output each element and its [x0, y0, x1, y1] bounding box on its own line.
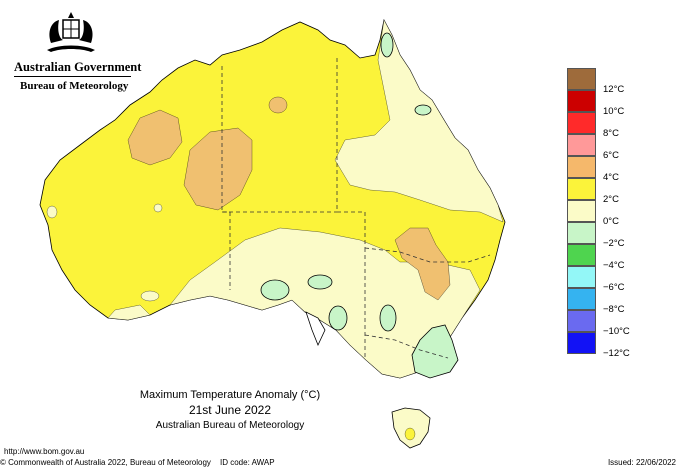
zone-cool-qld [380, 32, 394, 58]
zone-neutral-enclave-1 [140, 290, 160, 302]
bom-url[interactable]: http://www.bom.gov.au [4, 447, 85, 456]
legend-swatch [567, 332, 596, 354]
legend-swatch [567, 288, 596, 310]
legend-label: −4°C [603, 260, 625, 271]
map-title-block: Maximum Temperature Anomaly (°C) 21st Ju… [100, 388, 360, 433]
legend-swatch [567, 222, 596, 244]
zone-warm-4-6-se [394, 227, 451, 301]
zone-warm-4-6-central [183, 127, 253, 211]
legend-label: −2°C [603, 238, 625, 249]
map-date: 21st June 2022 [188, 403, 272, 417]
issued-date: Issued: 22/06/2022 [607, 458, 676, 467]
legend-label: −6°C [603, 282, 625, 293]
legend-label: −12°C [603, 348, 630, 359]
government-crest [8, 8, 133, 58]
legend-label: 12°C [603, 84, 625, 95]
zone-cool-sa-3 [328, 305, 348, 331]
header-divider [14, 76, 131, 77]
legend-label: 4°C [603, 172, 619, 183]
zone-neutral-west [107, 304, 151, 321]
legend-swatch [567, 244, 596, 266]
zone-warm-4-6-small [268, 96, 288, 114]
government-label: Australian Government [14, 60, 142, 74]
spencer-gulf [305, 311, 326, 347]
legend-label: 8°C [603, 128, 619, 139]
map-title: Maximum Temperature Anomaly (°C) [139, 389, 321, 401]
id-code: ID code: AWAP [220, 458, 275, 467]
zone-cool-victoria [411, 324, 459, 379]
zone-cool-sa-4 [379, 304, 397, 332]
legend-swatch [567, 134, 596, 156]
legend-swatch [567, 266, 596, 288]
legend-swatch [567, 156, 596, 178]
legend-swatch [567, 90, 596, 112]
legend-label: −8°C [603, 304, 625, 315]
zone-neutral-enclave-2 [153, 203, 163, 213]
zone-cool-sa-1 [260, 279, 290, 301]
bureau-label: Bureau of Meteorology [20, 80, 129, 92]
zone-neutral-enclave-3 [46, 205, 58, 219]
legend-swatch [567, 200, 596, 222]
legend-swatch [567, 178, 596, 200]
copyright: © Commonwealth of Australia 2022, Bureau… [0, 458, 211, 467]
zone-neutral-east [334, 19, 504, 223]
state-borders [221, 58, 491, 360]
zone-cool-qld-2 [414, 104, 432, 116]
legend-label: 2°C [603, 194, 619, 205]
legend-swatch [567, 112, 596, 134]
tasmania-warm [404, 427, 416, 441]
legend-label: −10°C [603, 326, 630, 337]
zone-warm-4-6-nw [127, 109, 183, 166]
legend-label: 0°C [603, 216, 619, 227]
legend-label: 6°C [603, 150, 619, 161]
legend-swatch [567, 310, 596, 332]
legend-label: 10°C [603, 106, 625, 117]
legend-swatch [567, 68, 596, 90]
coat-of-arms-icon [46, 12, 95, 52]
map-source: Australian Bureau of Meteorology [155, 420, 305, 431]
zone-cool-sa-2 [307, 274, 333, 290]
